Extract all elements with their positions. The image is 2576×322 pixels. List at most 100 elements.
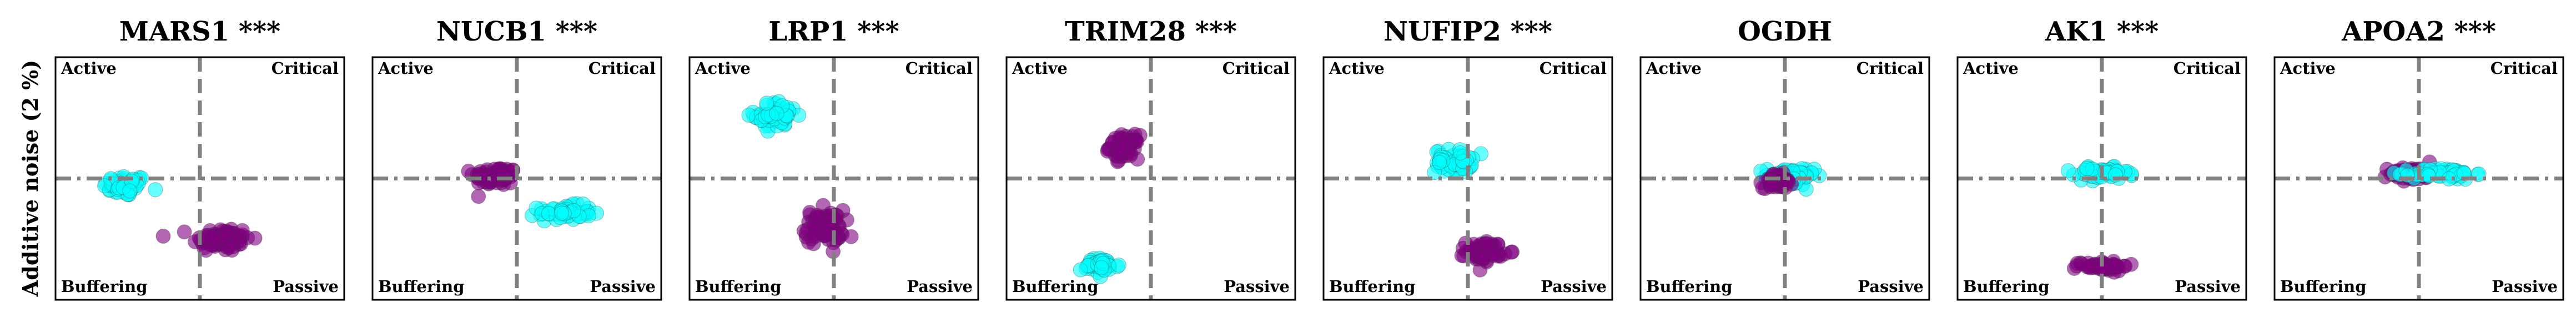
panel-6: OGDH Active Critical Buffering Passive	[1639, 16, 1930, 301]
data-point	[177, 224, 192, 240]
quadrant-label-passive: Passive	[907, 277, 973, 296]
data-point	[1479, 236, 1494, 251]
quadrant-label-buffering: Buffering	[1012, 277, 1099, 296]
data-point	[1475, 250, 1491, 266]
panel-5: NUFIP2 *** Active Critical Buffering Passive	[1322, 16, 1613, 301]
panel-frame	[1639, 56, 1930, 301]
data-point	[1452, 145, 1468, 160]
data-point	[1113, 140, 1128, 156]
panel-title: OGDH	[1738, 16, 1832, 47]
quadrant-label-passive: Passive	[590, 277, 656, 296]
panel-title: TRIM28 ***	[1065, 16, 1237, 47]
panel-frame	[54, 56, 345, 301]
quadrant-label-critical: Critical	[2174, 59, 2241, 78]
quadrant-label-buffering: Buffering	[1963, 277, 2050, 296]
data-point	[769, 105, 784, 121]
data-point	[809, 208, 825, 223]
quadrant-label-active: Active	[695, 59, 751, 78]
quadrant-label-passive: Passive	[1858, 277, 1924, 296]
panel-frame	[2273, 56, 2564, 301]
series-2	[1454, 234, 1520, 278]
panel-7: AK1 *** Active Critical Buffering Passive	[1956, 16, 2247, 301]
data-point	[471, 189, 486, 204]
quadrant-label-passive: Passive	[1224, 277, 1290, 296]
quadrant-label-buffering: Buffering	[1646, 277, 1733, 296]
quadrant-label-active: Active	[1646, 59, 1702, 78]
series-1	[741, 94, 807, 139]
quadrant-label-critical: Critical	[271, 59, 339, 78]
scatter-points	[1073, 127, 1148, 284]
panel-frame	[1005, 56, 1296, 301]
data-point	[541, 206, 556, 222]
data-point	[247, 230, 263, 246]
data-point	[2079, 161, 2095, 176]
scatter-points	[97, 169, 263, 258]
data-point	[2069, 258, 2084, 274]
panel-1: MARS1 ***Active Critical Buffering Passive	[54, 16, 345, 301]
series-1	[1427, 142, 1488, 180]
quadrant-label-critical: Critical	[588, 59, 656, 78]
panel-title: LRP1 ***	[768, 16, 899, 47]
quadrant-label-passive: Passive	[273, 277, 339, 296]
quadrant-label-critical: Critical	[1856, 59, 1924, 78]
panel-8: APOA2 *** Active Critical Buffering Passive	[2273, 16, 2564, 301]
data-point	[759, 95, 774, 111]
scatter-points	[461, 161, 605, 229]
panel-2: NUCB1 ***Active Critical Buffering Passive	[371, 16, 662, 301]
panel-title: AK1 ***	[2045, 16, 2159, 47]
quadrant-label-critical: Critical	[1539, 59, 1607, 78]
data-point	[1111, 258, 1126, 273]
panel-title: APOA2 ***	[2341, 16, 2496, 47]
data-point	[2117, 259, 2133, 274]
panel-title: MARS1 ***	[119, 16, 280, 47]
quadrant-label-active: Active	[61, 59, 117, 78]
scatter-points	[1753, 161, 1827, 197]
scatter-points	[741, 94, 859, 259]
quadrant-label-buffering: Buffering	[2280, 277, 2367, 296]
quadrant-label-critical: Critical	[2491, 59, 2558, 78]
quadrant-label-passive: Passive	[2175, 277, 2241, 296]
data-point	[2421, 168, 2437, 184]
panel-frame	[1956, 56, 2247, 301]
data-point	[97, 178, 112, 194]
data-point	[1432, 155, 1447, 170]
quadrant-label-active: Active	[378, 59, 434, 78]
series-1	[461, 161, 521, 204]
scatter-points	[2377, 154, 2487, 189]
quadrant-label-critical: Critical	[905, 59, 973, 78]
data-point	[741, 107, 757, 123]
quadrant-label-critical: Critical	[1222, 59, 1290, 78]
data-point	[1073, 262, 1088, 278]
data-point	[554, 205, 570, 221]
panel-title: NUCB1 ***	[436, 16, 597, 47]
quadrant-label-passive: Passive	[2492, 277, 2558, 296]
quadrant-label-active: Active	[1963, 59, 2019, 78]
panel-4: TRIM28 *** Active Critical Buffering Passive	[1005, 16, 1296, 301]
quadrant-label-buffering: Buffering	[378, 277, 465, 296]
quadrant-label-buffering: Buffering	[61, 277, 148, 296]
data-point	[155, 228, 171, 244]
series-2	[525, 196, 605, 229]
panel-3: LRP1 *** Active Critical Buffering Passive	[688, 16, 979, 301]
data-point	[843, 229, 859, 244]
panel-title: NUFIP2 ***	[1383, 16, 1552, 47]
panel-frame	[688, 56, 979, 301]
panel-frame	[371, 56, 662, 301]
data-point	[206, 229, 222, 245]
series-2	[2386, 161, 2487, 187]
panel-frame	[1322, 56, 1613, 301]
data-point	[1094, 260, 1109, 275]
quadrant-label-passive: Passive	[1541, 277, 1607, 296]
quadrant-label-buffering: Buffering	[1329, 277, 1416, 296]
quadrant-label-active: Active	[1329, 59, 1385, 78]
series-1	[97, 169, 163, 203]
quadrant-label-active: Active	[2280, 59, 2336, 78]
scatter-points	[1427, 142, 1520, 278]
data-point	[122, 183, 138, 199]
quadrant-label-active: Active	[1012, 59, 1068, 78]
y-axis-label: Additive noise (2 %)	[18, 60, 43, 297]
series-1	[2060, 159, 2140, 189]
data-point	[221, 240, 237, 255]
